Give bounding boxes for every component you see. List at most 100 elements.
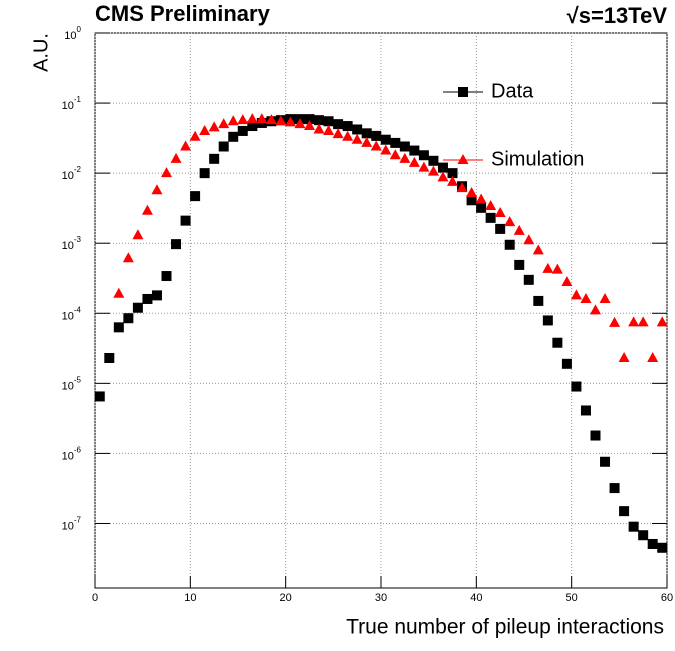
y-tick-label: 10-7	[62, 516, 82, 533]
data-point	[418, 161, 430, 172]
chart-title: CMS Preliminary	[95, 1, 271, 26]
data-point	[456, 182, 468, 193]
data-point	[466, 187, 478, 198]
data-point	[199, 168, 210, 179]
data-point	[427, 165, 439, 176]
data-point	[371, 130, 382, 141]
y-tick-label: 100	[64, 25, 81, 42]
data-point	[504, 239, 515, 250]
y-axis-title: A.U.	[30, 33, 52, 72]
data-point	[437, 162, 448, 173]
data-point	[428, 155, 439, 166]
data-point	[180, 215, 191, 226]
data-point	[580, 405, 591, 416]
y-tick-label: 10-2	[62, 165, 82, 182]
data-point	[399, 152, 411, 163]
y-tick-label: 10-6	[62, 446, 82, 463]
data-point	[218, 118, 230, 129]
data-point	[542, 315, 553, 326]
y-tick-exponent: -6	[74, 446, 82, 455]
data-point	[151, 290, 162, 301]
data-point	[609, 316, 621, 327]
y-tick-exponent: -5	[74, 375, 82, 384]
data-point	[342, 121, 353, 132]
data-point	[132, 302, 143, 313]
data-point	[399, 141, 410, 152]
data-point	[313, 123, 325, 134]
data-point	[247, 121, 258, 132]
legend-marker	[458, 87, 468, 97]
y-tick-base: 10	[62, 310, 74, 322]
data-point	[352, 124, 363, 135]
data-point	[390, 137, 401, 148]
data-point	[609, 483, 620, 494]
data-point	[284, 116, 296, 127]
data-point	[494, 206, 506, 217]
y-tick-base: 10	[62, 100, 74, 112]
data-point	[408, 156, 420, 167]
data-point	[323, 116, 334, 127]
data-point	[265, 114, 277, 125]
data-point	[618, 351, 630, 362]
data-point	[151, 184, 163, 195]
data-point	[552, 337, 563, 348]
y-tick-label: 10-5	[62, 375, 82, 392]
data-point	[532, 244, 544, 255]
data-point	[657, 542, 668, 553]
x-tick-label: 30	[375, 592, 387, 604]
data-point	[551, 263, 563, 274]
data-point	[361, 128, 372, 139]
data-point	[189, 130, 201, 141]
data-point	[561, 358, 572, 369]
data-point	[513, 224, 525, 235]
data-point	[171, 239, 182, 250]
data-point	[600, 456, 611, 467]
data-point	[637, 316, 649, 327]
data-point	[647, 538, 658, 549]
data-point	[161, 271, 172, 282]
y-tick-base: 10	[62, 240, 74, 252]
data-point	[561, 275, 573, 286]
data-point	[351, 133, 363, 144]
data-point	[619, 506, 630, 517]
y-tick-exponent: -4	[74, 305, 82, 314]
data-point	[342, 130, 354, 141]
y-tick-base: 10	[64, 30, 76, 42]
data-point	[571, 381, 582, 392]
data-point	[533, 295, 544, 306]
data-point	[504, 216, 516, 227]
data-point	[113, 322, 124, 333]
y-tick-exponent: -1	[74, 95, 82, 104]
data-point	[141, 204, 153, 215]
data-point	[123, 313, 134, 324]
data-point	[361, 136, 373, 147]
x-tick-label: 20	[280, 592, 292, 604]
data-point	[170, 152, 182, 163]
data-point	[418, 150, 429, 161]
data-point	[495, 223, 506, 234]
y-tick-base: 10	[62, 520, 74, 532]
data-point	[647, 351, 659, 362]
data-point	[228, 131, 239, 142]
data-point	[275, 115, 287, 126]
data-point	[94, 391, 105, 402]
data-point	[332, 128, 344, 139]
y-tick-label: 10-4	[62, 305, 82, 322]
data-point	[485, 199, 497, 210]
data-point	[333, 119, 344, 130]
data-point	[447, 175, 458, 186]
data-point	[476, 202, 487, 213]
data-point	[199, 124, 211, 135]
data-point	[142, 293, 153, 304]
data-point	[209, 153, 220, 164]
data-point	[304, 120, 315, 131]
data-point	[570, 289, 582, 300]
data-point	[380, 134, 391, 145]
data-point	[447, 168, 458, 179]
legend-marker	[457, 154, 469, 164]
x-tick-label: 60	[661, 592, 673, 604]
data-point	[304, 114, 315, 125]
data-point	[656, 316, 668, 327]
